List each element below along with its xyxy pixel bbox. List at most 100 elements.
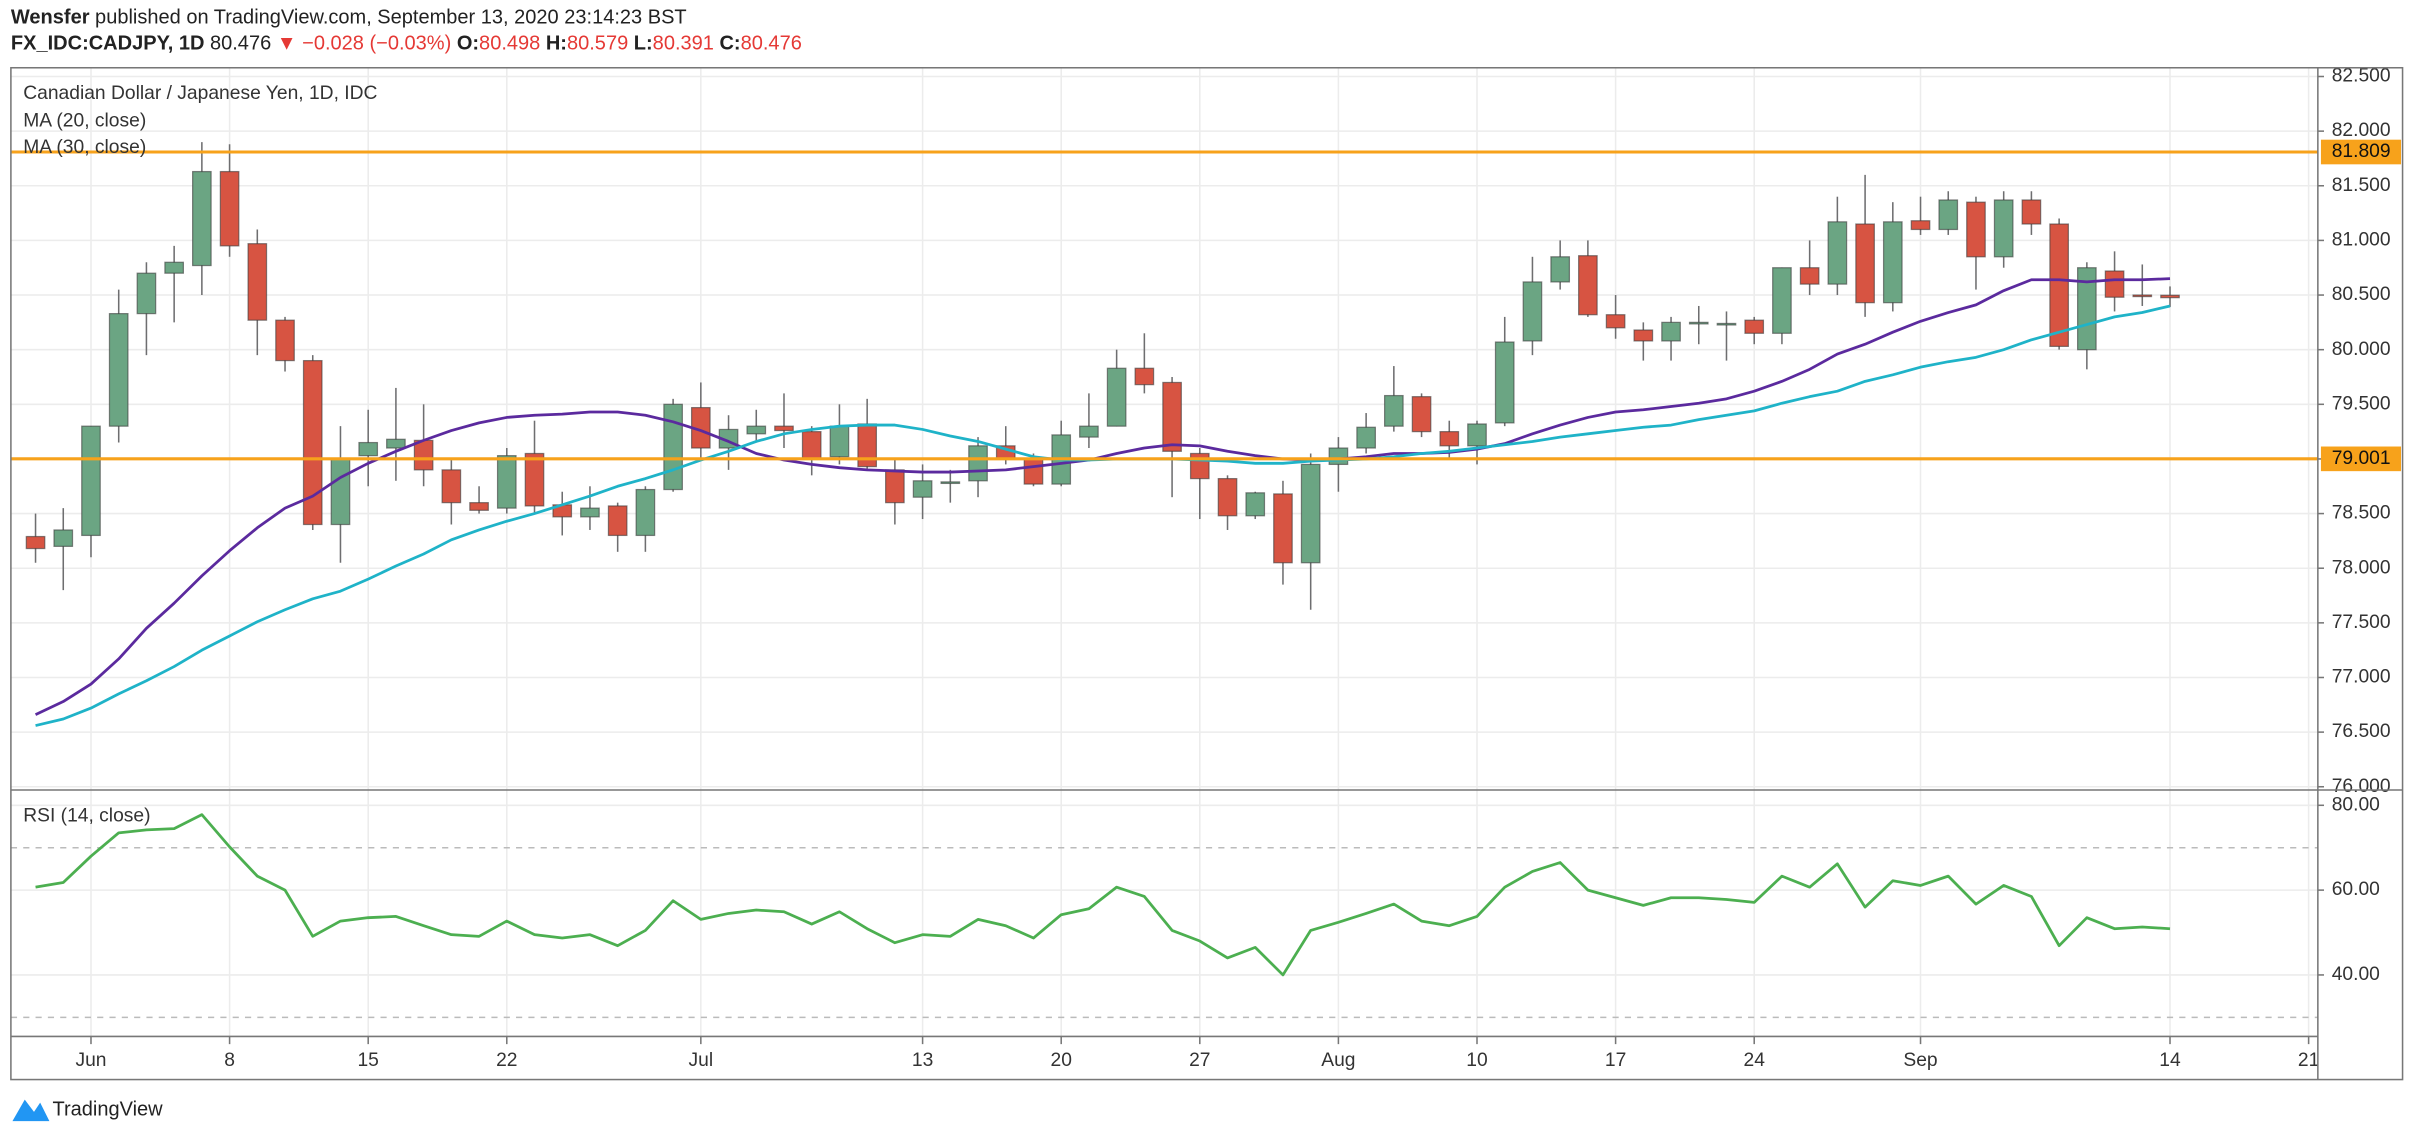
candle-body <box>1882 221 1903 304</box>
x-tick-label: 13 <box>912 1050 933 1071</box>
candle-body <box>968 445 988 482</box>
ohlc-value: 80.498 <box>479 33 540 55</box>
candle-body <box>1328 447 1349 466</box>
ohlc-label: C: <box>719 33 740 55</box>
ohlc-label: L: <box>634 33 653 55</box>
y-tick-label: 78.000 <box>2332 557 2391 578</box>
candle-body <box>1273 493 1293 564</box>
y-tick-label: 82.000 <box>2332 120 2391 141</box>
candle-body <box>1855 223 1875 304</box>
candle-body <box>2076 267 2097 351</box>
y-tick-label: 79.500 <box>2332 393 2391 414</box>
level-label: 81.809 <box>2332 141 2391 162</box>
candle-body <box>164 261 185 274</box>
change: ▼ −0.028 (−0.03%) <box>277 33 451 55</box>
candle-body <box>912 480 933 498</box>
x-tick-label: 24 <box>1743 1050 1765 1071</box>
candle-body <box>496 455 517 509</box>
y-tick-label: 77.000 <box>2332 667 2391 688</box>
y-tick-label: 76.000 <box>2332 776 2391 797</box>
level-label-bg <box>2320 446 2402 472</box>
candle-body <box>524 452 545 507</box>
author: Wensfer <box>11 7 90 29</box>
candle-body <box>1688 321 1709 325</box>
candle-body <box>1439 431 1460 447</box>
x-tick-label: Sep <box>1903 1050 1937 1071</box>
candle-body <box>1633 329 1654 342</box>
ohlc-value: 80.391 <box>653 33 714 55</box>
candle-body <box>25 535 46 550</box>
y-tick-label: 80.00 <box>2332 794 2380 815</box>
candle-body <box>81 425 101 537</box>
candle-body <box>1494 341 1515 424</box>
y-tick-label: 77.500 <box>2332 612 2391 633</box>
candle-body <box>885 469 905 504</box>
x-tick-label: 17 <box>1605 1050 1626 1071</box>
candle-body <box>580 507 600 518</box>
candle-body <box>53 529 74 547</box>
candle-body <box>1079 425 1099 438</box>
candle-body <box>746 425 767 435</box>
published: published on TradingView.com, September … <box>95 7 687 29</box>
candle-body <box>1605 314 1626 329</box>
candle-body <box>1356 426 1376 449</box>
series-line <box>35 813 2171 977</box>
candle-body <box>136 272 157 315</box>
candle-body <box>108 313 129 427</box>
candle-body <box>1716 322 1737 326</box>
last-price: 80.476 <box>210 33 271 55</box>
x-tick-label: Aug <box>1321 1050 1355 1071</box>
candle-body <box>635 488 656 537</box>
ohlc-label: O: <box>457 33 479 55</box>
x-tick-label: 15 <box>357 1050 378 1071</box>
x-tick-label: 22 <box>496 1050 517 1071</box>
candle-body <box>1938 199 1959 231</box>
candle-body <box>1799 267 1820 285</box>
candle-body <box>1411 396 1432 433</box>
candle-body <box>469 502 489 511</box>
candle-body <box>2021 199 2042 225</box>
candle-body <box>829 425 850 458</box>
candle-body <box>1245 492 1266 517</box>
candle-body <box>192 170 212 267</box>
x-tick-label: Jun <box>75 1050 106 1071</box>
candle-body <box>1023 458 1044 485</box>
series-line <box>34 277 2171 716</box>
candle-body <box>413 439 434 471</box>
candle-body <box>1744 319 1765 334</box>
candle-body <box>1550 256 1571 283</box>
y-tick-label: 82.500 <box>2332 66 2391 87</box>
legend-entry: RSI (14, close) <box>23 805 150 826</box>
frame <box>10 66 2404 1081</box>
candle-body <box>1966 201 1986 258</box>
y-tick-label: 80.500 <box>2332 284 2391 305</box>
candle-body <box>2160 294 2180 299</box>
legend-entry: MA (20, close) <box>23 111 146 132</box>
x-tick-label: 27 <box>1189 1050 1210 1071</box>
candle-body <box>1383 394 1404 427</box>
candle-body <box>1467 423 1487 447</box>
candle-body <box>441 469 462 504</box>
candle-body <box>1217 477 1238 517</box>
x-tick-label: 14 <box>2159 1050 2181 1071</box>
candle-body <box>1827 221 1848 285</box>
y-tick-label: 81.000 <box>2332 229 2391 250</box>
candle-body <box>219 170 240 247</box>
y-tick-label: 60.00 <box>2332 879 2380 900</box>
candle-body <box>1772 267 1792 334</box>
y-tick-label: 76.500 <box>2332 721 2391 742</box>
level-label: 79.001 <box>2332 448 2391 469</box>
ohlc-label: H: <box>546 33 567 55</box>
candle-body <box>358 441 379 457</box>
candle-body <box>2132 294 2153 298</box>
candle-body <box>774 425 794 432</box>
candle-body <box>1300 463 1321 564</box>
brand-logo <box>12 1099 50 1122</box>
candle-body <box>2049 223 2069 348</box>
candle-body <box>330 458 351 526</box>
symbol: FX_IDC:CADJPY, 1D <box>11 33 205 55</box>
candle-body <box>1578 255 1598 316</box>
symbol-line: FX_IDC:CADJPY, 1D 80.476 ▼ −0.028 (−0.03… <box>11 33 802 55</box>
candle-body <box>386 438 406 449</box>
